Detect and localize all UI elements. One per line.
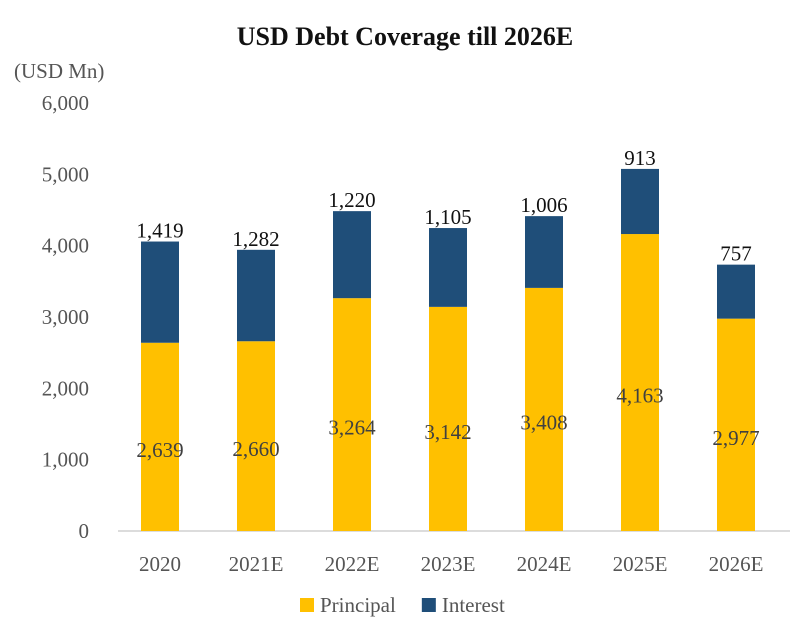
data-label-interest: 1,419 xyxy=(136,219,183,243)
legend-swatch-interest xyxy=(421,598,436,612)
data-label-principal: 3,142 xyxy=(424,420,471,444)
x-tick-label: 2025E xyxy=(613,552,668,576)
x-tick-label: 2023E xyxy=(421,552,476,576)
bar-principal xyxy=(621,234,659,531)
y-axis-ticks: 0 1,000 2,000 3,000 4,000 5,000 6,000 xyxy=(42,91,89,543)
data-label-interest: 1,006 xyxy=(520,193,567,217)
bar-principal xyxy=(333,298,371,531)
bar-interest xyxy=(621,168,659,235)
data-label-principal: 3,264 xyxy=(328,416,376,440)
bar-interest xyxy=(429,228,467,307)
bar-principal xyxy=(717,318,755,531)
y-tick-label: 0 xyxy=(79,519,90,543)
chart-title: USD Debt Coverage till 2026E xyxy=(237,22,574,51)
bar-principal xyxy=(237,341,275,531)
y-tick-label: 2,000 xyxy=(42,376,89,400)
bar-interest xyxy=(717,264,755,319)
bar-stack-2025E: 4,163 913 xyxy=(616,146,664,531)
x-tick-label: 2022E xyxy=(325,552,380,576)
data-label-principal: 2,639 xyxy=(136,438,183,462)
data-label-principal: 2,977 xyxy=(712,426,759,450)
bar-stack-2021E: 2,660 1,282 xyxy=(232,227,280,531)
x-tick-label: 2021E xyxy=(229,552,284,576)
legend-swatch-principal xyxy=(300,598,314,612)
x-tick-label: 2020 xyxy=(139,552,181,576)
x-tick-label: 2026E xyxy=(709,552,764,576)
y-tick-label: 6,000 xyxy=(42,91,89,115)
y-axis-label: (USD Mn) xyxy=(14,59,104,83)
x-axis-ticks: 2020 2021E 2022E 2023E 2024E 2025E 2026E xyxy=(139,552,763,576)
bars-group: 2,639 1,419 2,660 1,282 3,264 1,220 3,142 1,105… xyxy=(136,146,760,531)
bar-stack-2020: 2,639 1,419 xyxy=(136,219,184,531)
bar-principal xyxy=(141,342,179,531)
data-label-principal: 4,163 xyxy=(616,384,663,408)
bar-stack-2024E: 3,408 1,006 xyxy=(520,193,568,531)
bar-principal xyxy=(429,306,467,531)
bar-interest xyxy=(525,216,563,288)
data-label-principal: 3,408 xyxy=(520,410,567,434)
legend-label-interest: Interest xyxy=(442,593,505,617)
bar-stack-2022E: 3,264 1,220 xyxy=(328,188,376,531)
legend-label-principal: Principal xyxy=(320,593,396,617)
legend: Principal Interest xyxy=(300,593,505,617)
data-label-principal: 2,660 xyxy=(232,437,279,461)
y-tick-label: 3,000 xyxy=(42,305,89,329)
bar-interest xyxy=(237,249,275,342)
data-label-interest: 757 xyxy=(720,242,752,266)
data-label-interest: 913 xyxy=(624,146,656,170)
data-label-interest: 1,220 xyxy=(328,188,375,212)
data-label-interest: 1,282 xyxy=(232,227,279,251)
y-tick-label: 4,000 xyxy=(42,234,89,258)
y-tick-label: 1,000 xyxy=(42,448,89,472)
bar-interest xyxy=(141,241,179,343)
x-tick-label: 2024E xyxy=(517,552,572,576)
bar-stack-2026E: 2,977 757 xyxy=(712,242,760,531)
bar-interest xyxy=(333,211,371,299)
bar-stack-2023E: 3,142 1,105 xyxy=(424,205,472,531)
y-tick-label: 5,000 xyxy=(42,162,89,186)
bar-principal xyxy=(525,287,563,531)
data-label-interest: 1,105 xyxy=(424,205,471,229)
